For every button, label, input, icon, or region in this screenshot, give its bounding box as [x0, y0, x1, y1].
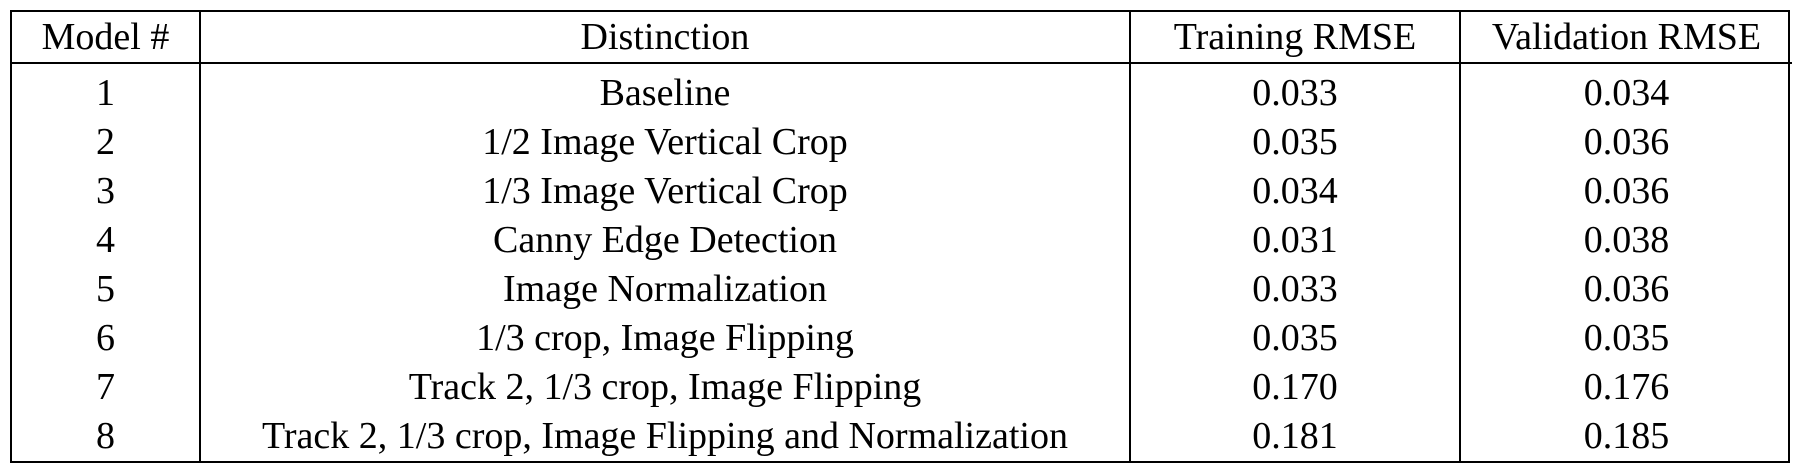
cell-training-rmse: 0.033: [1129, 63, 1460, 118]
header-row: Model # Distinction Training RMSE Valida…: [12, 12, 1792, 64]
cell-model-number: 2: [96, 120, 115, 163]
header-validation-rmse: Validation RMSE: [1459, 12, 1792, 64]
results-table-container: Model # Distinction Training RMSE Valida…: [10, 10, 1792, 463]
table-row: 3 1/3 Image Vertical Crop 0.034 0.036: [12, 166, 1792, 216]
cell-validation-rmse: 0.185: [1459, 411, 1792, 461]
cell-training-rmse: 0.031: [1129, 215, 1460, 265]
cell-distinction: 1/2 Image Vertical Crop: [199, 117, 1130, 167]
header-distinction: Distinction: [199, 12, 1130, 64]
cell-training-rmse: 0.170: [1129, 362, 1460, 412]
cell-distinction: 1/3 crop, Image Flipping: [199, 313, 1130, 363]
cell-validation-rmse: 0.036: [1459, 166, 1792, 216]
cell-distinction: 1/3 Image Vertical Crop: [199, 166, 1130, 216]
cell-distinction: Track 2, 1/3 crop, Image Flipping: [199, 362, 1130, 412]
cell-distinction: Image Normalization: [199, 264, 1130, 314]
header-model-number: Model #: [12, 12, 200, 64]
cell-training-rmse: 0.034: [1129, 166, 1460, 216]
cell-validation-rmse: 0.176: [1459, 362, 1792, 412]
cell-validation-rmse: 0.035: [1459, 313, 1792, 363]
results-table: Model # Distinction Training RMSE Valida…: [12, 12, 1792, 461]
cell-model-number: 4: [96, 218, 115, 261]
table-row: 2 1/2 Image Vertical Crop 0.035 0.036: [12, 117, 1792, 167]
cell-distinction: Track 2, 1/3 crop, Image Flipping and No…: [199, 411, 1130, 461]
table-row: 5 Image Normalization 0.033 0.036: [12, 264, 1792, 314]
header-training-rmse: Training RMSE: [1129, 12, 1460, 64]
cell-model-number: 1: [96, 71, 115, 114]
cell-distinction: Baseline: [199, 63, 1130, 118]
table-row: 4 Canny Edge Detection 0.031 0.038: [12, 215, 1792, 265]
cell-model-number: 6: [96, 317, 115, 360]
table-row: 7 Track 2, 1/3 crop, Image Flipping 0.17…: [12, 362, 1792, 412]
cell-distinction: Canny Edge Detection: [199, 215, 1130, 265]
cell-validation-rmse: 0.038: [1459, 215, 1792, 265]
table-row: 6 1/3 crop, Image Flipping 0.035 0.035: [12, 313, 1792, 363]
cell-model-number: 7: [96, 366, 115, 409]
cell-validation-rmse: 0.034: [1459, 63, 1792, 118]
cell-validation-rmse: 0.036: [1459, 264, 1792, 314]
cell-training-rmse: 0.033: [1129, 264, 1460, 314]
cell-training-rmse: 0.181: [1129, 411, 1460, 461]
table-row: 8 Track 2, 1/3 crop, Image Flipping and …: [12, 411, 1792, 461]
table-row: 1 Baseline 0.033 0.034: [12, 63, 1792, 118]
cell-model-number: 8: [96, 415, 115, 458]
cell-training-rmse: 0.035: [1129, 117, 1460, 167]
cell-training-rmse: 0.035: [1129, 313, 1460, 363]
cell-model-number: 5: [96, 268, 115, 310]
cell-model-number: 3: [96, 169, 115, 212]
cell-validation-rmse: 0.036: [1459, 117, 1792, 167]
